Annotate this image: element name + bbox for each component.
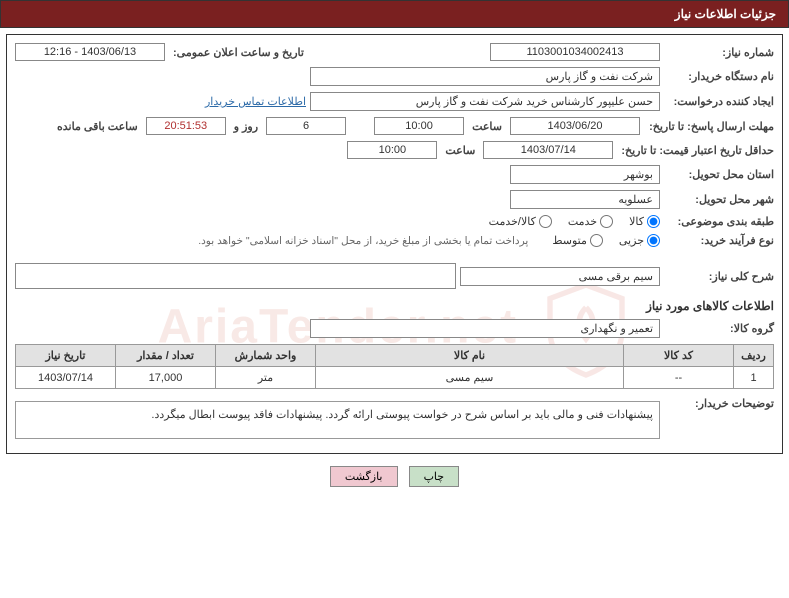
cell-row: 1 <box>734 367 774 389</box>
days-and-label: روز و <box>230 120 262 133</box>
th-unit: واحد شمارش <box>216 345 316 367</box>
req-no-value: 1103001034002413 <box>490 43 660 61</box>
payment-note: پرداخت تمام یا بخشی از مبلغ خرید، از محل… <box>198 235 528 247</box>
proc-jozei-radio[interactable] <box>647 234 660 247</box>
th-row: ردیف <box>734 345 774 367</box>
ann-date-label: تاریخ و ساعت اعلان عمومی: <box>169 46 308 59</box>
cell-code: -- <box>624 367 734 389</box>
table-row: 1--سیم مسیمتر17,0001403/07/14 <box>16 367 774 389</box>
items-section-title: اطلاعات کالاهای مورد نیاز <box>15 299 774 313</box>
gen-desc-extra <box>15 263 456 289</box>
proc-motevaset-radio[interactable] <box>590 234 603 247</box>
process-radio-group: جزیی متوسط <box>552 234 660 247</box>
cat-kala-radio[interactable] <box>647 215 660 228</box>
valid-date-value: 1403/07/14 <box>483 141 613 159</box>
print-button[interactable]: چاپ <box>409 466 460 487</box>
resp-deadline-label: مهلت ارسال پاسخ: تا تاریخ: <box>644 120 774 133</box>
cat-both-radio[interactable] <box>539 215 552 228</box>
th-need-date: تاریخ نیاز <box>16 345 116 367</box>
province-label: استان محل تحویل: <box>664 168 774 181</box>
gen-desc-value: سیم برقی مسی <box>460 267 660 286</box>
ann-date-value: 1403/06/13 - 12:16 <box>15 43 165 61</box>
gen-desc-label: شرح کلی نیاز: <box>664 270 774 283</box>
cat-khedmat[interactable]: خدمت <box>568 215 613 228</box>
city-value: عسلویه <box>510 190 660 209</box>
button-bar: چاپ بازگشت <box>0 466 789 487</box>
days-left-value: 6 <box>266 117 346 135</box>
cat-both[interactable]: کالا/خدمت <box>489 215 552 228</box>
category-label: طبقه بندی موضوعی: <box>664 215 774 228</box>
cat-kala[interactable]: کالا <box>629 215 660 228</box>
price-valid-label: حداقل تاریخ اعتبار قیمت: تا تاریخ: <box>617 144 774 157</box>
req-no-label: شماره نیاز: <box>664 46 774 59</box>
table-header-row: ردیف کد کالا نام کالا واحد شمارش تعداد /… <box>16 345 774 367</box>
goods-group-value: تعمیر و نگهداری <box>310 319 660 338</box>
goods-group-label: گروه کالا: <box>664 322 774 335</box>
cell-name: سیم مسی <box>316 367 624 389</box>
requester-label: ایجاد کننده درخواست: <box>664 95 774 108</box>
valid-time-value: 10:00 <box>347 141 437 159</box>
countdown-value: 20:51:53 <box>146 117 226 135</box>
proc-jozei[interactable]: جزیی <box>619 234 660 247</box>
proc-motevaset[interactable]: متوسط <box>552 234 603 247</box>
province-value: بوشهر <box>510 165 660 184</box>
process-type-label: نوع فرآیند خرید: <box>664 234 774 247</box>
th-name: نام کالا <box>316 345 624 367</box>
back-button[interactable]: بازگشت <box>330 466 398 487</box>
cell-unit: متر <box>216 367 316 389</box>
buyer-notes-label: توضیحات خریدار: <box>664 397 774 410</box>
cat-khedmat-radio[interactable] <box>600 215 613 228</box>
category-radio-group: کالا خدمت کالا/خدمت <box>489 215 660 228</box>
details-panel: شماره نیاز: 1103001034002413 تاریخ و ساع… <box>6 34 783 454</box>
hours-left-label: ساعت باقی مانده <box>53 120 142 133</box>
cell-qty: 17,000 <box>116 367 216 389</box>
buyer-org-value: شرکت نفت و گاز پارس <box>310 67 660 86</box>
th-qty: تعداد / مقدار <box>116 345 216 367</box>
th-code: کد کالا <box>624 345 734 367</box>
items-table: ردیف کد کالا نام کالا واحد شمارش تعداد /… <box>15 344 774 389</box>
requester-value: حسن علیپور کارشناس خرید شرکت نفت و گاز پ… <box>310 92 660 111</box>
resp-time-value: 10:00 <box>374 117 464 135</box>
contact-link[interactable]: اطلاعات تماس خریدار <box>205 95 306 108</box>
hour-label-2: ساعت <box>441 144 479 157</box>
buyer-notes-value: پیشنهادات فنی و مالی باید بر اساس شرح در… <box>15 401 660 439</box>
city-label: شهر محل تحویل: <box>664 193 774 206</box>
panel-header: جزئیات اطلاعات نیاز <box>0 0 789 28</box>
resp-date-value: 1403/06/20 <box>510 117 640 135</box>
buyer-org-label: نام دستگاه خریدار: <box>664 70 774 83</box>
hour-label-1: ساعت <box>468 120 506 133</box>
cell-need_date: 1403/07/14 <box>16 367 116 389</box>
